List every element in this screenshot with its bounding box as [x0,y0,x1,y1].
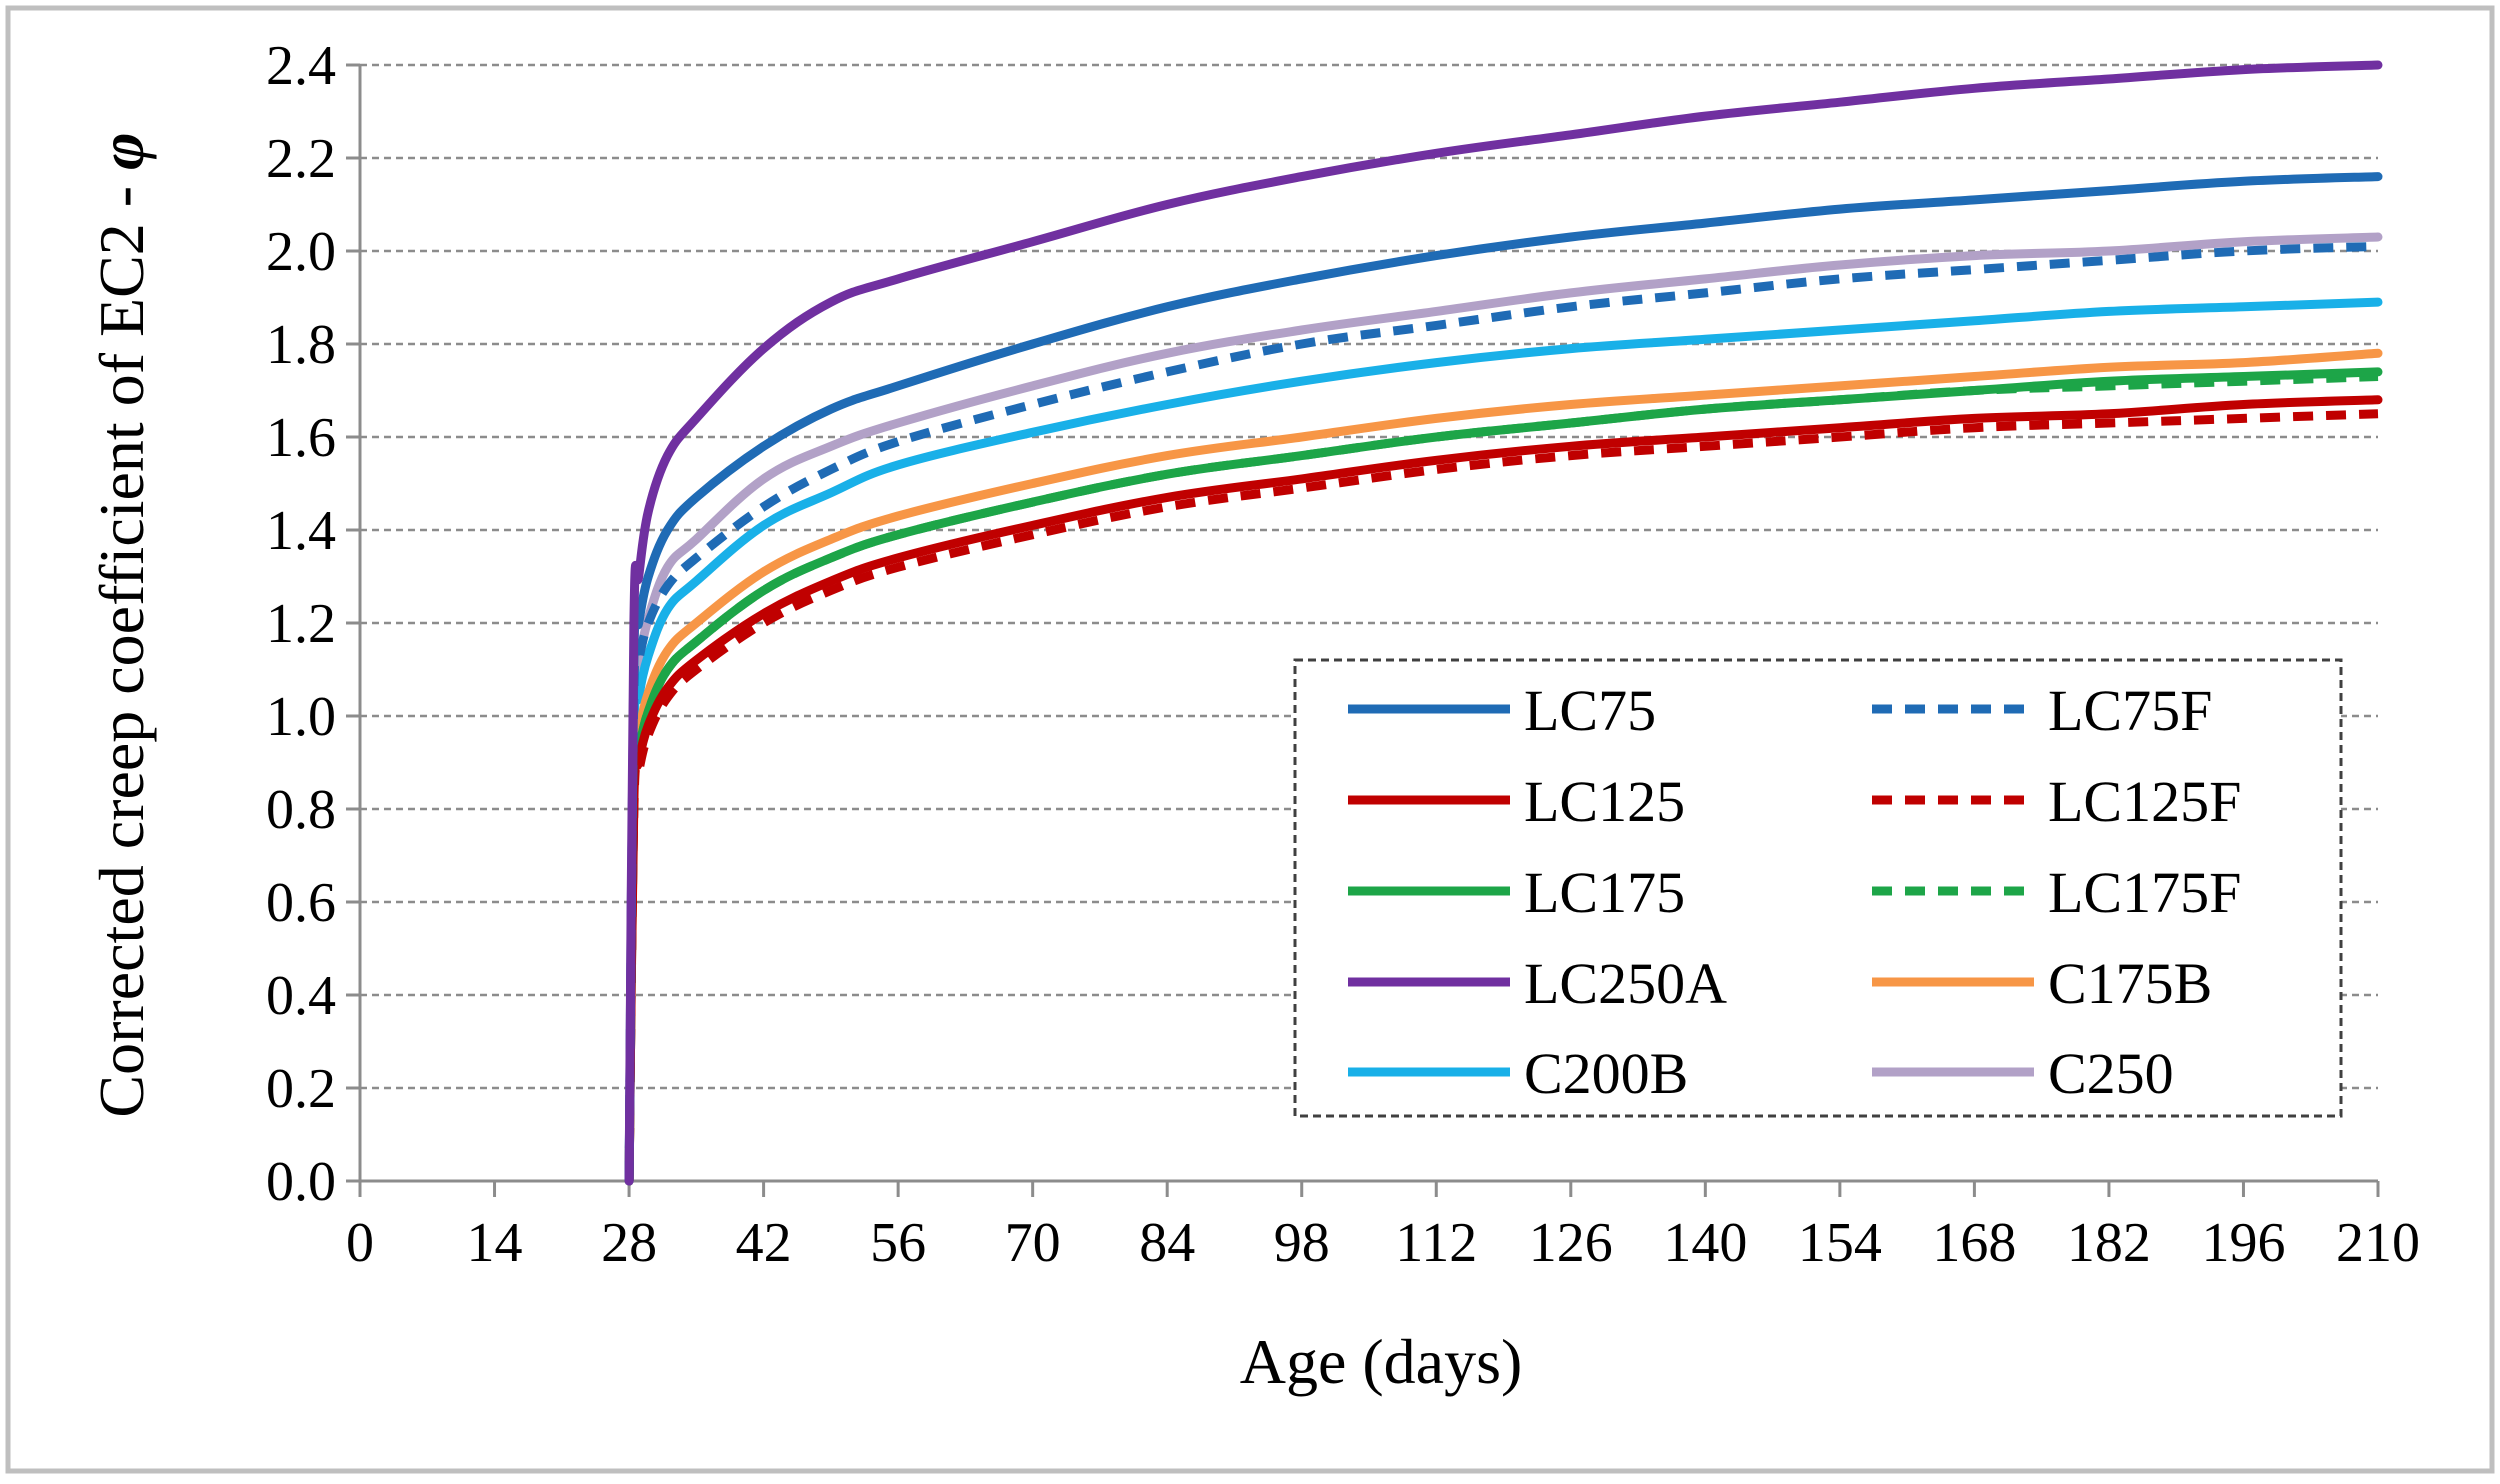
series-line-lc125 [624,395,2383,1186]
x-tick-label: 98 [1274,1212,1330,1274]
y-tick-label: 0.4 [266,965,336,1027]
x-tick-label: 70 [1005,1212,1061,1274]
x-tick-label: 168 [1932,1212,2016,1274]
series-line-c200b [624,297,2383,1186]
series-layer [624,60,2383,1186]
x-tick-label: 210 [2336,1212,2420,1274]
x-tick-label: 14 [467,1212,523,1274]
x-tick-label: 112 [1395,1212,1477,1274]
y-tick-label: 0.6 [266,872,336,934]
x-axis-title: Age (days) [1240,1326,1523,1397]
axes-layer [346,63,2380,1197]
series-line-lc250a [624,60,2383,1186]
x-tick-label: 182 [2067,1212,2151,1274]
y-tick-label: 1.6 [266,407,336,469]
x-tick-label: 42 [736,1212,792,1274]
y-tick-label: 2.2 [266,128,336,190]
x-tick-label: 196 [2201,1212,2285,1274]
legend-label-lc75: LC75 [1524,678,1656,743]
x-tick-label: 154 [1798,1212,1882,1274]
x-tick-label: 126 [1529,1212,1613,1274]
series-line-lc75f [624,241,2379,1182]
legend-label-lc250a: LC250A [1524,951,1727,1016]
legend-label-c175b: C175B [2048,951,2212,1016]
y-tick-label: 1.0 [266,686,336,748]
legend-label-lc175: LC175 [1524,860,1685,925]
y-axis-title: Corrected creep coefficient of EC2 - φ [86,132,157,1117]
tick-label-layer: 0.0 0.2 0.4 0.6 0.8 1.0 1.2 1.4 1.6 1.8 2.0 2.2 2.4 0… [266,35,2420,1274]
y-tick-label: 0.8 [266,779,336,841]
legend-label-c200b: C200B [1524,1041,1688,1106]
y-tick-label: 1.4 [266,500,336,562]
y-tick-label: 2.4 [266,35,336,97]
legend: LC75 LC75F LC125 LC125F LC175 LC175F LC250A C17… [1293,658,2343,1118]
x-tick-label: 56 [870,1212,926,1274]
x-tick-label: 140 [1663,1212,1747,1274]
y-axis-title-symbol: φ [86,132,157,169]
legend-label-c250: C250 [2048,1041,2174,1106]
y-tick-label: 2.0 [266,221,336,283]
y-tick-label: 1.2 [266,593,336,655]
legend-label-lc125f: LC125F [2048,769,2241,834]
y-tick-label: 1.8 [266,314,336,376]
legend-label-lc75f: LC75F [2048,678,2212,743]
x-tick-label: 84 [1139,1212,1195,1274]
x-tick-label: 0 [346,1212,374,1274]
y-tick-label: 0.2 [266,1058,336,1120]
y-axis-title-text: Corrected creep coefficient of EC2 - [86,170,157,1118]
legend-label-lc175f: LC175F [2048,860,2241,925]
series-line-lc75 [624,172,2383,1186]
x-tick-label: 28 [601,1212,657,1274]
y-tick-label: 0.0 [266,1151,336,1213]
legend-label-lc125: LC125 [1524,769,1685,834]
